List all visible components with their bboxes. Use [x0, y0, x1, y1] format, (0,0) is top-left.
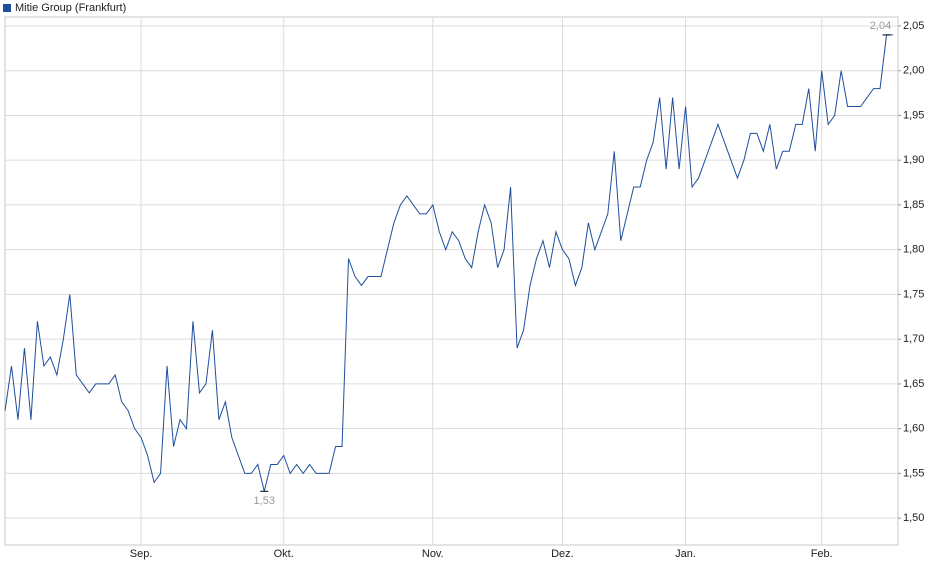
x-tick-label: Sep. [130, 548, 153, 560]
plot-frame [4, 16, 899, 546]
x-tick-label: Nov. [422, 548, 444, 560]
x-tick-label: Feb. [811, 548, 833, 560]
y-tick-label: 1,55 [903, 467, 924, 479]
y-tick-label: 1,95 [903, 109, 924, 121]
price-line [4, 34, 893, 492]
legend-label: Mitie Group (Frankfurt) [15, 2, 126, 14]
y-tick-label: 1,90 [903, 154, 924, 166]
extreme-label: 2,04 [870, 20, 891, 32]
x-tick-label: Jan. [675, 548, 696, 560]
y-tick-label: 1,65 [903, 378, 924, 390]
y-tick-label: 1,50 [903, 512, 924, 524]
y-tick-label: 2,00 [903, 65, 924, 77]
x-tick-label: Dez. [551, 548, 574, 560]
y-tick-label: 1,85 [903, 199, 924, 211]
y-tick-label: 1,80 [903, 244, 924, 256]
extreme-label: 1,53 [254, 495, 275, 507]
y-tick-label: 1,70 [903, 333, 924, 345]
y-tick-label: 1,60 [903, 423, 924, 435]
x-tick-label: Okt. [274, 548, 294, 560]
y-tick-label: 1,75 [903, 288, 924, 300]
y-tick-label: 2,05 [903, 20, 924, 32]
legend-swatch [3, 4, 11, 12]
